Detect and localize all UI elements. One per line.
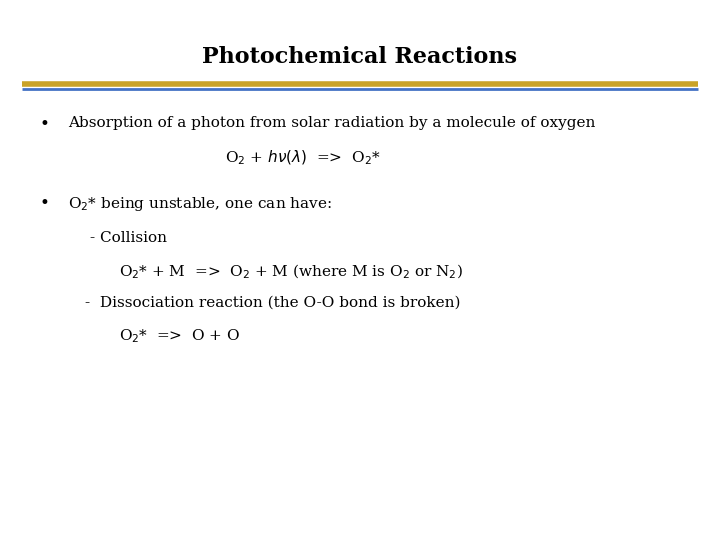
Text: •: • — [40, 116, 50, 133]
Text: O$_2$*  =>  O + O: O$_2$* => O + O — [119, 328, 240, 346]
Text: - Collision: - Collision — [90, 231, 167, 245]
Text: Photochemical Reactions: Photochemical Reactions — [202, 46, 518, 68]
Text: O$_2$ + $h\nu(\lambda)$  =>  O$_2$*: O$_2$ + $h\nu(\lambda)$ => O$_2$* — [225, 148, 380, 167]
Text: O$_2$* being unstable, one can have:: O$_2$* being unstable, one can have: — [68, 195, 332, 213]
Text: Absorption of a photon from solar radiation by a molecule of oxygen: Absorption of a photon from solar radiat… — [68, 116, 595, 130]
Text: -  Dissociation reaction (the O-O bond is broken): - Dissociation reaction (the O-O bond is… — [85, 296, 461, 310]
Text: •: • — [40, 195, 50, 212]
Text: O$_2$* + M  =>  O$_2$ + M (where M is O$_2$ or N$_2$): O$_2$* + M => O$_2$ + M (where M is O$_2… — [119, 262, 463, 281]
